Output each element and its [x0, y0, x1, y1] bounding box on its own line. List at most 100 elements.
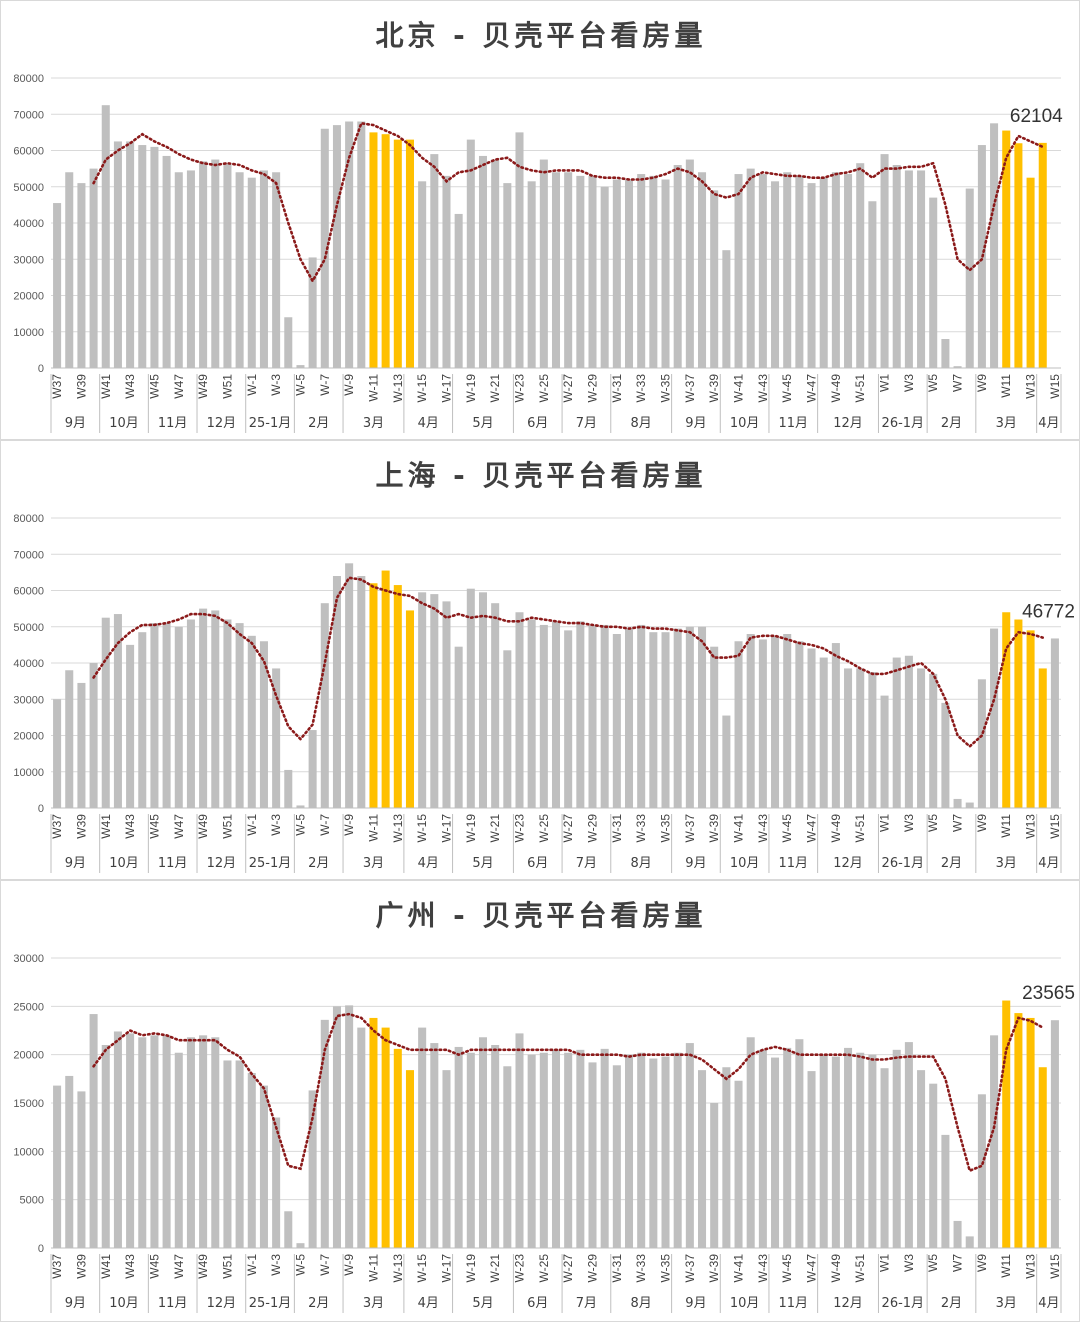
- bar-W-16: [430, 154, 439, 368]
- x-tick-label: W5: [926, 374, 940, 392]
- x-tick-label: W-33: [634, 814, 648, 843]
- bar-W37: [53, 699, 62, 808]
- x-tick-label: W-19: [464, 374, 478, 403]
- bar-W-40: [722, 715, 731, 808]
- bar-W-7: [320, 128, 329, 368]
- bar-W-28: [576, 621, 585, 808]
- x-tick-label: W5: [926, 1254, 940, 1272]
- bar-W-43: [758, 1049, 767, 1248]
- x-tick-label: W47: [172, 1254, 186, 1279]
- bar-W-40: [722, 250, 731, 368]
- bar-W-9: [345, 1005, 354, 1248]
- bar-W-23: [515, 612, 524, 808]
- bar-W-20: [478, 155, 488, 368]
- x-tick-label: W-13: [391, 374, 405, 403]
- x-tick-label: W-45: [780, 374, 794, 403]
- month-label: 2月: [941, 856, 962, 871]
- month-label: 8月: [631, 1296, 652, 1311]
- bar-W49: [199, 608, 208, 808]
- x-tick-label: W-35: [659, 374, 673, 403]
- bar-W38: [65, 172, 74, 368]
- bar-W-38: [698, 172, 707, 368]
- month-label: 25-1月: [249, 856, 292, 871]
- x-tick-label: W43: [123, 814, 137, 839]
- bar-W-6: [308, 730, 317, 808]
- bar-W12: [1014, 619, 1023, 808]
- month-label: 9月: [65, 416, 86, 431]
- month-label: 3月: [996, 856, 1017, 871]
- bar-W10: [990, 1035, 999, 1248]
- bar-W47: [174, 1052, 183, 1248]
- bar-W-49: [831, 643, 840, 808]
- bar-W-49: [831, 1056, 840, 1248]
- chart-panel-beijing: 北京 - 贝壳平台看房量 0 10000 20000 30000 40000 50000 60…: [0, 0, 1080, 440]
- x-tick-label: W-39: [707, 374, 721, 403]
- bar-W-29: [588, 1062, 597, 1248]
- bar-W2: [892, 1049, 901, 1248]
- bar-W39: [77, 1091, 86, 1248]
- bar-W38: [65, 670, 74, 808]
- x-tick-label: W51: [220, 1254, 234, 1279]
- bar-W-50: [844, 668, 853, 808]
- x-tick-label: W3: [902, 814, 916, 832]
- bar-W14: [1038, 142, 1047, 368]
- month-label: 9月: [65, 1296, 86, 1311]
- bar-W-16: [430, 1043, 439, 1248]
- month-label: 6月: [527, 1296, 548, 1311]
- y-tick-label: 50000: [13, 182, 44, 194]
- x-tick-label: W-41: [732, 374, 746, 403]
- x-tick-label: W39: [74, 374, 88, 399]
- bar-W52: [235, 1060, 244, 1248]
- month-label: 4月: [1038, 856, 1059, 871]
- bar-W-8: [332, 1006, 341, 1248]
- x-tick-label: W3: [902, 374, 916, 392]
- x-tick-label: W-5: [294, 374, 308, 396]
- bar-W11: [1002, 130, 1011, 368]
- bar-W-21: [491, 1045, 500, 1248]
- bar-W-5: [296, 1243, 305, 1248]
- y-tick-label: 70000: [13, 549, 44, 561]
- bar-W-23: [515, 132, 524, 368]
- bar-W48: [186, 619, 195, 808]
- x-tick-label: W45: [147, 374, 161, 399]
- month-label: 12月: [207, 1296, 237, 1311]
- bar-W-24: [527, 181, 536, 368]
- bar-W13: [1026, 630, 1035, 808]
- bar-W-21: [491, 159, 500, 368]
- bar-W-18: [454, 213, 463, 368]
- bar-W-45: [783, 1047, 792, 1248]
- x-tick-label: W11: [999, 814, 1013, 838]
- x-tick-label: W-7: [318, 814, 332, 836]
- x-tick-label: W-35: [659, 1254, 673, 1283]
- bar-W7: [953, 366, 962, 368]
- month-label: 5月: [472, 1296, 493, 1311]
- x-tick-label: W-37: [683, 1254, 697, 1283]
- bar-W-1: [247, 635, 256, 808]
- bar-W7: [953, 798, 962, 808]
- bar-W4: [917, 1070, 926, 1248]
- x-tick-label: W9: [975, 1254, 989, 1272]
- bar-W-19: [466, 588, 475, 808]
- bar-W5: [929, 197, 938, 368]
- x-tick-label: W37: [50, 374, 64, 399]
- bar-W-31: [612, 1065, 621, 1248]
- x-tick-label: W-35: [659, 814, 673, 843]
- x-tick-label: W41: [99, 814, 113, 839]
- bar-W-37: [685, 626, 694, 808]
- bar-W40: [89, 1014, 98, 1248]
- x-tick-label: W-49: [829, 1254, 843, 1283]
- bar-W-25: [539, 159, 548, 368]
- bar-W42: [113, 614, 122, 808]
- bar-W-40: [722, 1067, 731, 1248]
- x-tick-label: W-3: [269, 814, 283, 836]
- bar-W3: [904, 655, 913, 808]
- bar-W6: [941, 702, 950, 808]
- x-tick-label: W37: [50, 1254, 64, 1279]
- month-label: 11月: [779, 1296, 809, 1311]
- x-tick-label: W-37: [683, 814, 697, 843]
- bar-W-15: [418, 592, 427, 808]
- bar-W-46: [795, 1039, 804, 1248]
- x-tick-label: W-5: [294, 1254, 308, 1276]
- bar-W-16: [430, 594, 439, 808]
- bar-W-45: [783, 634, 792, 808]
